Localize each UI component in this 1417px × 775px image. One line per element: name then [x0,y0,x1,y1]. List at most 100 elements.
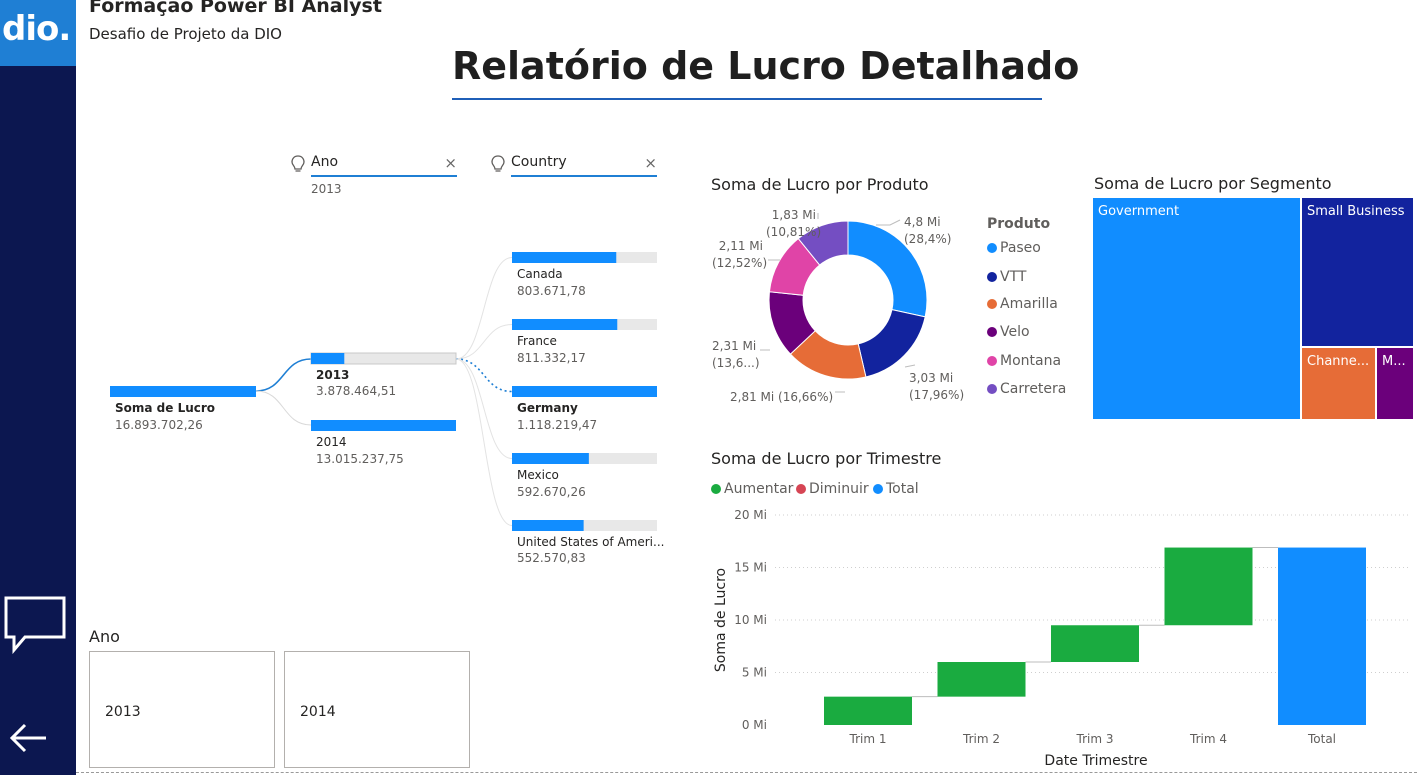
country-label[interactable]: Canada [517,267,563,281]
root-value: 16.893.702,26 [115,418,203,432]
slicer-option-2014[interactable]: 2014 [284,651,470,768]
filter-value: 2013 [311,182,342,196]
year-value: 3.878.464,51 [316,384,397,398]
waterfall-bar [1278,547,1366,725]
title-underline [452,98,1042,100]
legend-label: VTT [1000,269,1027,285]
donut-slice-vtt [857,308,926,378]
donut-label-pct: (28,4%) [904,232,952,246]
legend-dot [873,484,883,494]
legend-dot [987,356,997,366]
legend-item-carretera[interactable]: Carretera [987,381,1066,397]
connector-line [255,358,312,392]
donut-chart [760,213,928,393]
treemap-cell-label: Small Business [1307,204,1405,219]
country-bar [512,252,617,263]
y-tick-label: 10 Mi [734,613,767,627]
slicer-option-2013[interactable]: 2013 [89,651,275,768]
connector-line [455,358,513,459]
y-tick-label: 5 Mi [742,666,767,680]
treemap-cell-channel[interactable]: Channe... [1302,348,1375,419]
legend-item-paseo[interactable]: Paseo [987,240,1041,256]
legend-label: Carretera [1000,381,1067,397]
x-tick-label: Trim 3 [1076,732,1114,746]
donut-label-paseo: 4,8 Mi (28,4%) [904,214,951,248]
donut-label-pct: (10,81%) [766,225,822,239]
decomposition-tree [110,252,657,531]
treemap: Government Small Business Channe... M... [1093,198,1413,419]
close-icon[interactable]: × [644,154,657,172]
waterfall-bar [1051,625,1139,662]
treemap-title: Soma de Lucro por Segmento [1094,174,1332,193]
donut-label-value: 1,83 Mi [771,208,816,222]
y-tick-label: 0 Mi [742,718,767,732]
legend-label: Amarilla [1000,296,1058,312]
legend-dot [987,272,997,282]
donut-label-pct: (13,6...) [712,356,760,370]
logo-text: dio. [2,9,71,49]
legend-dot [987,327,997,337]
legend-item-aumentar[interactable]: Aumentar [711,481,793,497]
app-title: Formação Power BI Analyst [89,0,382,17]
arrow-left-icon[interactable] [8,721,48,755]
legend-dot [987,384,997,394]
filter-underline [311,175,457,177]
legend-item-diminuir[interactable]: Diminuir [796,481,869,497]
treemap-cell-m[interactable]: M... [1377,348,1413,419]
legend-dot [987,243,997,253]
donut-label-amarilla: 2,81 Mi (16,66%) [730,389,833,406]
report-title: Relatório de Lucro Detalhado [452,44,1080,88]
dio-logo: dio. [0,0,76,66]
treemap-cell-label: Government [1098,204,1180,219]
donut-slice-carretera [797,220,849,266]
waterfall-bar [1164,547,1253,626]
treemap-cell-small-business[interactable]: Small Business [1302,198,1413,346]
country-label[interactable]: Germany [517,401,578,415]
legend-item-montana[interactable]: Montana [987,353,1061,369]
country-label[interactable]: Mexico [517,468,559,482]
filter-underline [511,175,657,177]
country-label[interactable]: United States of Ameri... [517,535,665,549]
donut-label-value: 3,03 Mi [909,371,954,385]
donut-legend-title: Produto [987,216,1051,232]
country-label[interactable]: France [517,334,557,348]
country-value: 803.671,78 [517,284,586,298]
country-value: 811.332,17 [517,351,586,365]
filter-label: Ano [311,154,339,170]
x-tick-label: Total [1307,732,1336,746]
waterfall-bar [937,662,1026,697]
legend-item-amarilla[interactable]: Amarilla [987,296,1058,312]
year-bar [311,353,345,364]
country-value: 592.670,26 [517,485,586,499]
x-tick-label: Trim 1 [849,732,887,746]
donut-label-value: 4,8 Mi [904,215,941,229]
y-axis-label: Soma de Lucro [713,568,729,672]
donut-label-velo: 2,31 Mi (13,6...) [712,338,760,372]
waterfall-title: Soma de Lucro por Trimestre [711,449,942,468]
country-value: 552.570,83 [517,551,586,565]
legend-item-total[interactable]: Total [873,481,919,497]
donut-label-vtt: 3,03 Mi (17,96%) [909,370,964,404]
speech-bubble-icon[interactable] [3,594,67,654]
donut-label-carretera: 1,83 Mi (10,81%) [766,207,822,241]
filter-label: Country [511,154,567,170]
connector-line [255,390,312,426]
legend-item-velo[interactable]: Velo [987,324,1030,340]
country-bar [512,520,584,531]
close-icon[interactable]: × [444,154,457,172]
legend-label: Velo [1000,324,1030,340]
year-label[interactable]: 2013 [316,368,350,382]
legend-dot [796,484,806,494]
country-bar [512,386,657,397]
year-label[interactable]: 2014 [316,435,347,449]
slicer-title: Ano [89,627,120,646]
donut-slice-paseo [847,220,928,318]
legend-item-vtt[interactable]: VTT [987,269,1026,285]
year-value: 13.015.237,75 [316,452,404,466]
donut-label-value: 2,11 Mi [718,239,763,253]
donut-title: Soma de Lucro por Produto [711,175,929,194]
treemap-cell-government[interactable]: Government [1093,198,1300,419]
legend-label: Diminuir [809,481,869,497]
donut-leader-line [876,219,901,226]
legend-label: Aumentar [724,481,794,497]
